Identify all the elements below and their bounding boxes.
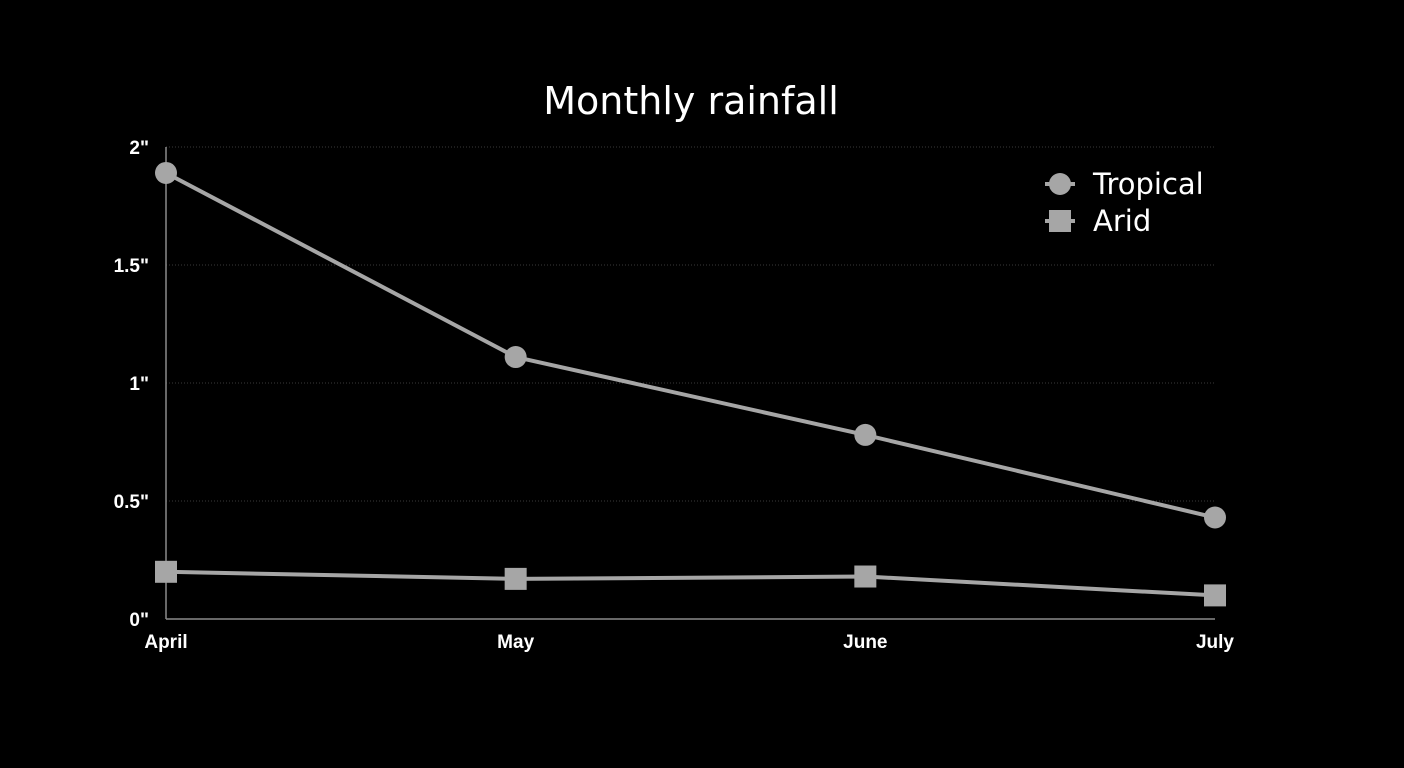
data-point-tropical-may	[504, 346, 527, 369]
series-arid	[155, 560, 1226, 607]
data-point-tropical-july	[1204, 506, 1226, 529]
y-tick-label: 0"	[129, 610, 149, 631]
x-tick-label: May	[497, 632, 534, 653]
series-line-tropical	[165, 171, 1216, 520]
x-tick-label: July	[1196, 632, 1234, 653]
data-point-tropical-june	[854, 423, 877, 446]
legend-label: Arid	[1093, 204, 1151, 238]
legend-item-arid: Arid	[1045, 204, 1151, 238]
data-point-tropical-april	[155, 161, 177, 184]
x-tick-labels: April May June July	[144, 632, 1234, 653]
legend-label: Tropical	[1092, 167, 1204, 201]
data-point-arid-may	[504, 567, 527, 590]
y-tick-label: 1"	[129, 374, 149, 395]
data-point-arid-april	[155, 560, 177, 583]
legend-marker-square	[1049, 210, 1071, 232]
series	[155, 161, 1226, 607]
data-point-arid-july	[1204, 584, 1226, 607]
chart-title: Monthly rainfall	[543, 79, 839, 123]
y-tick-label: 2"	[129, 138, 149, 159]
data-point-arid-june	[854, 565, 877, 588]
y-tick-label: 1.5"	[114, 256, 149, 277]
series-tropical	[155, 161, 1226, 529]
series-line-arid	[165, 569, 1216, 598]
x-tick-label: April	[144, 632, 187, 653]
legend-item-tropical: Tropical	[1045, 167, 1204, 201]
axes	[165, 147, 1215, 620]
y-tick-labels: 0" 0.5" 1" 1.5" 2"	[114, 138, 149, 631]
legend-marker-circle	[1049, 173, 1071, 195]
x-tick-label: June	[843, 632, 887, 653]
y-tick-label: 0.5"	[114, 492, 149, 513]
